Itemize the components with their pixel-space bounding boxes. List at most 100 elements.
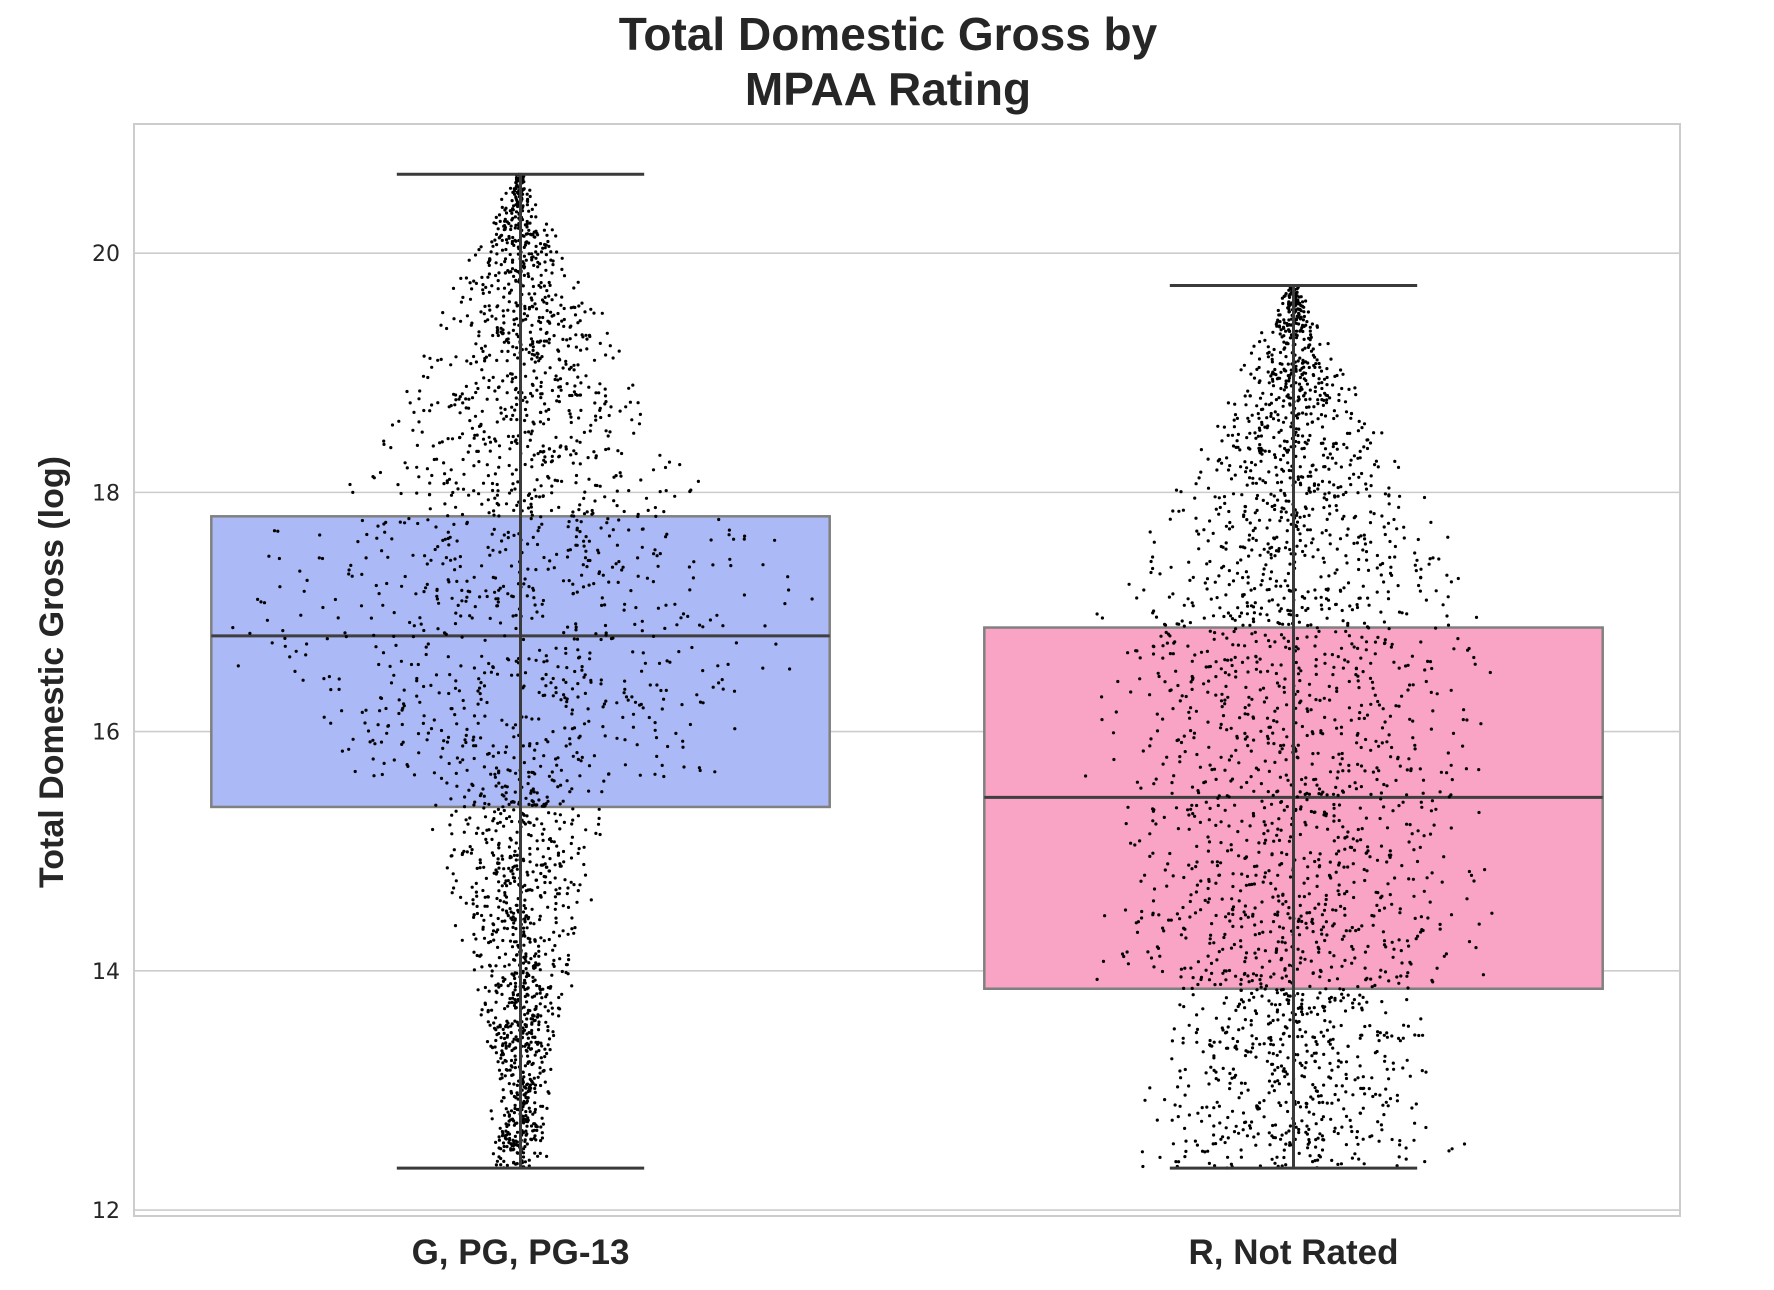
- swarm-point: [644, 496, 649, 500]
- swarm-point: [1347, 476, 1352, 480]
- swarm-point: [593, 401, 597, 405]
- swarm-point: [1359, 1086, 1363, 1090]
- swarm-point: [1176, 738, 1180, 742]
- swarm-point: [600, 790, 604, 794]
- swarm-point: [585, 565, 589, 569]
- swarm-point: [1274, 584, 1278, 588]
- swarm-point: [1369, 510, 1373, 514]
- swarm-point: [1352, 472, 1356, 476]
- swarm-point: [1280, 296, 1284, 300]
- swarm-point: [1262, 700, 1266, 704]
- swarm-point: [455, 756, 459, 760]
- swarm-point: [511, 1040, 515, 1044]
- swarm-point: [1418, 845, 1422, 850]
- swarm-point: [1319, 441, 1323, 445]
- swarm-point: [557, 505, 561, 509]
- swarm-point: [501, 1027, 505, 1031]
- swarm-point: [513, 976, 517, 981]
- swarm-point: [557, 455, 561, 459]
- swarm-point: [1251, 912, 1255, 916]
- swarm-point: [557, 1014, 561, 1018]
- swarm-point: [1371, 770, 1375, 774]
- swarm-point: [490, 284, 494, 288]
- swarm-point: [1252, 882, 1256, 886]
- swarm-point: [537, 962, 541, 966]
- swarm-point: [1325, 1101, 1329, 1105]
- swarm-point: [502, 900, 506, 904]
- swarm-point: [523, 898, 527, 902]
- swarm-point: [1371, 686, 1375, 690]
- swarm-point: [475, 953, 479, 958]
- swarm-point: [1266, 550, 1270, 554]
- swarm-point: [1259, 729, 1263, 733]
- swarm-point: [1352, 848, 1357, 852]
- swarm-point: [1215, 864, 1220, 868]
- swarm-point: [542, 228, 547, 232]
- swarm-point: [521, 1080, 526, 1084]
- swarm-point: [1273, 760, 1277, 765]
- swarm-point: [1257, 446, 1261, 450]
- swarm-point: [533, 1107, 538, 1112]
- swarm-point: [1257, 380, 1261, 385]
- swarm-point: [510, 673, 514, 677]
- swarm-point: [523, 671, 528, 675]
- swarm-point: [1267, 769, 1271, 774]
- swarm-point: [673, 494, 677, 498]
- swarm-point: [482, 794, 486, 798]
- swarm-point: [492, 1021, 496, 1025]
- swarm-point: [1306, 361, 1310, 365]
- swarm-point: [524, 317, 528, 321]
- swarm-point: [1190, 867, 1194, 871]
- swarm-point: [1283, 446, 1287, 451]
- swarm-point: [561, 904, 565, 908]
- swarm-point: [540, 1060, 544, 1064]
- swarm-point: [522, 254, 527, 258]
- swarm-point: [522, 813, 526, 817]
- swarm-point: [496, 807, 500, 812]
- swarm-point: [521, 1031, 525, 1035]
- swarm-point: [562, 317, 566, 322]
- swarm-point: [502, 867, 506, 871]
- swarm-point: [459, 276, 463, 280]
- swarm-point: [1311, 507, 1315, 511]
- swarm-point: [524, 1119, 528, 1123]
- swarm-point: [501, 908, 505, 912]
- swarm-point: [524, 241, 528, 245]
- swarm-point: [1394, 778, 1398, 783]
- swarm-point: [1262, 1099, 1266, 1103]
- swarm-point: [543, 1047, 547, 1051]
- swarm-point: [1345, 533, 1349, 537]
- swarm-point: [587, 764, 592, 768]
- swarm-point: [501, 1096, 506, 1100]
- swarm-point: [1223, 808, 1227, 812]
- swarm-point: [1339, 646, 1344, 650]
- swarm-point: [1273, 410, 1277, 414]
- swarm-point: [533, 954, 537, 958]
- swarm-point: [1252, 620, 1256, 624]
- swarm-point: [546, 239, 550, 244]
- swarm-point: [665, 532, 669, 536]
- swarm-point: [1263, 823, 1267, 827]
- swarm-point: [535, 1128, 539, 1132]
- swarm-point: [552, 840, 556, 844]
- swarm-point: [589, 307, 593, 311]
- swarm-point: [480, 1008, 484, 1012]
- swarm-point: [521, 260, 525, 264]
- swarm-point: [440, 440, 444, 444]
- swarm-point: [539, 764, 543, 768]
- swarm-point: [587, 583, 591, 587]
- swarm-point: [1386, 882, 1390, 886]
- swarm-point: [631, 650, 635, 654]
- swarm-point: [425, 738, 429, 742]
- swarm-point: [1335, 977, 1340, 981]
- swarm-point: [547, 774, 552, 778]
- swarm-point: [554, 646, 558, 650]
- swarm-point: [515, 1130, 520, 1134]
- swarm-point: [599, 526, 603, 530]
- swarm-point: [1171, 1142, 1175, 1146]
- swarm-point: [1339, 1060, 1343, 1064]
- swarm-point: [495, 870, 499, 874]
- swarm-point: [478, 858, 482, 862]
- swarm-point: [566, 344, 571, 348]
- swarm-point: [1354, 929, 1358, 933]
